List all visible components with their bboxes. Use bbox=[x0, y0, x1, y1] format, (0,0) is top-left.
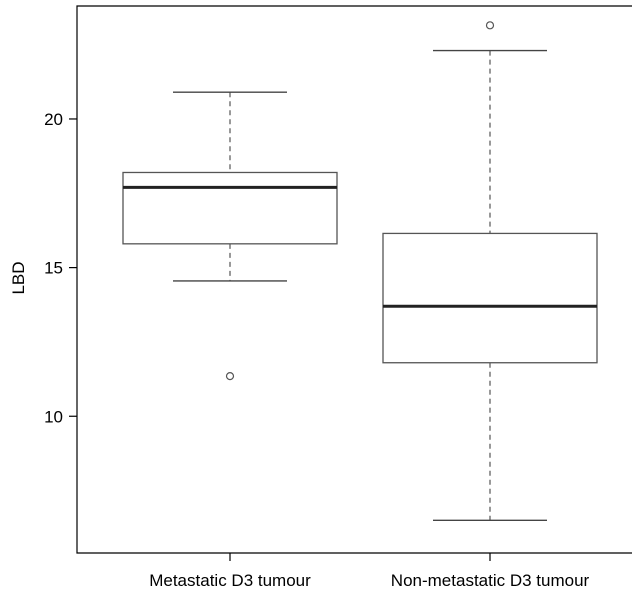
plot-frame bbox=[76, 5, 632, 554]
y-axis-label: LBD bbox=[9, 261, 28, 294]
box-iqr bbox=[122, 171, 338, 245]
axes: 10 15 20 Metastatic D3 tumour Non-metastatic… bbox=[44, 5, 632, 590]
y-tick-label: 20 bbox=[44, 110, 63, 129]
outlier-point bbox=[225, 372, 235, 381]
x-tick-label: Metastatic D3 tumour bbox=[149, 571, 311, 590]
box-iqr bbox=[382, 232, 598, 364]
y-tick-label: 10 bbox=[44, 407, 63, 426]
plot-area bbox=[122, 21, 598, 521]
box-group bbox=[382, 21, 598, 521]
y-tick-label: 15 bbox=[44, 259, 63, 278]
x-tick-label: Non-metastatic D3 tumour bbox=[391, 571, 590, 590]
box-group bbox=[122, 91, 338, 381]
outlier-point bbox=[485, 21, 495, 30]
